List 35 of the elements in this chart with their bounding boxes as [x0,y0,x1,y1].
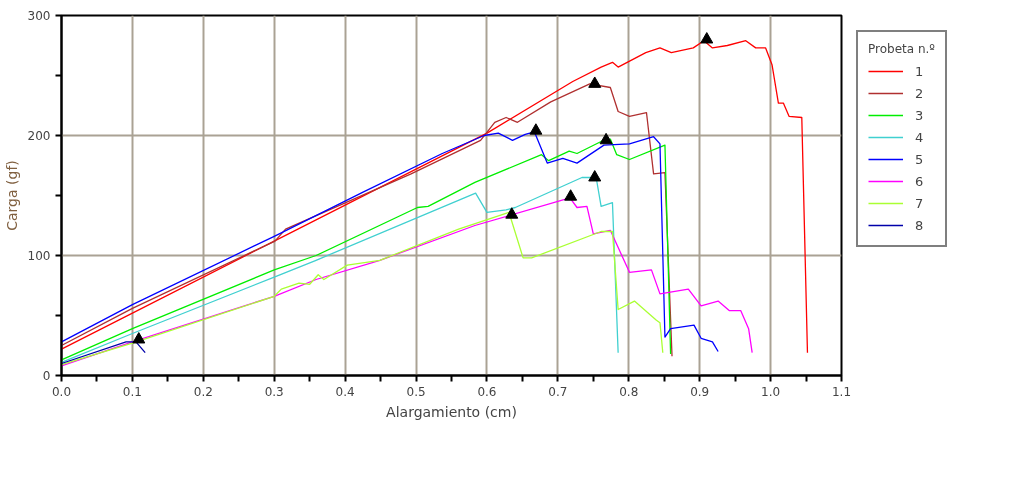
point [588,170,602,182]
legend-label: 3 [915,107,925,123]
legend-label: 1 [915,63,925,79]
x-tick-label: 1.1 [831,384,852,399]
x-tick-label: 1.0 [761,384,781,399]
x-tick-label: 0.5 [406,384,426,399]
y-tick-label: 0 [42,369,51,383]
x-tick-label: 0.0 [51,384,72,399]
legend-label: 8 [915,217,925,233]
legend-label: 5 [915,151,925,167]
x-tick-label: 0.1 [122,384,142,399]
point [599,132,613,145]
legend-title: Probeta n.º [868,42,935,56]
point [132,332,146,344]
point [588,76,602,88]
legend-label: 2 [915,85,925,101]
y-axis-title: Carga (gf) [3,160,20,231]
x-tick-label: 0.6 [477,384,497,399]
x-axis-title: Alargamiento (cm) [386,403,517,420]
x-tick-label: 0.8 [619,384,639,399]
legend-label: 4 [915,129,925,145]
x-tick-label: 0.7 [548,384,568,399]
legend-label: 6 [915,173,925,189]
point [505,207,519,219]
x-tick-label: 0.2 [193,384,213,399]
legend-label: 7 [915,195,925,211]
y-tick-label: 200 [27,129,51,143]
point [529,123,543,135]
point [564,189,578,201]
x-tick-label: 0.3 [264,384,284,399]
y-tick-label: 100 [27,249,51,263]
point [700,32,714,44]
x-tick-label: 0.4 [335,384,355,399]
y-tick-label: 300 [27,9,51,23]
x-tick-label: 0.9 [690,384,710,399]
